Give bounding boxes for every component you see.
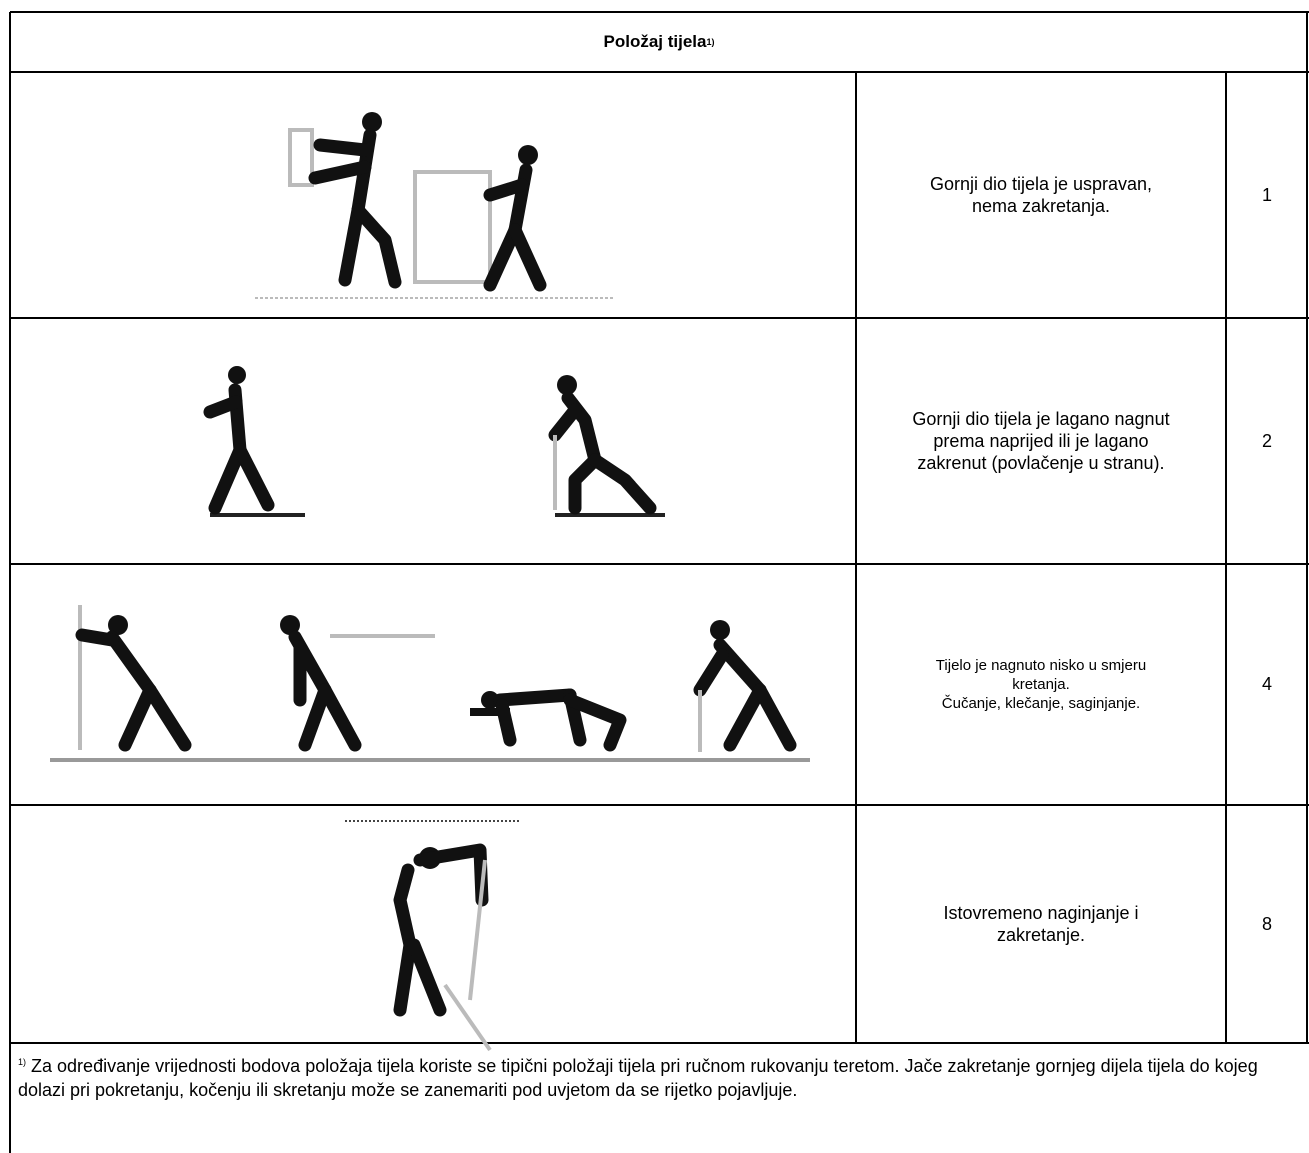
note-mark: 1) <box>706 37 715 47</box>
footnote: 1) Za određivanje vrijednosti bodova pol… <box>18 1050 1303 1102</box>
illustration-bend-twist <box>345 820 520 1052</box>
illustration-upright <box>255 112 615 299</box>
description-line: zakretanje. <box>996 925 1086 945</box>
description-line: Gornji dio tijela je uspravan, <box>929 174 1153 194</box>
row-description: Gornji dio tijela je lagano nagnut prema … <box>856 318 1226 564</box>
illustration-low-lean <box>50 605 810 762</box>
footnote-mark: 1) <box>18 1057 27 1067</box>
description-line: prema naprijed ili je lagano <box>933 431 1149 451</box>
row-description: Gornji dio tijela je uspravan, nema zakre… <box>856 72 1226 318</box>
table-borders <box>9 11 1309 1153</box>
row-score: 1 <box>1261 184 1272 205</box>
description-line: kretanja. <box>1012 676 1070 693</box>
row-description: Istovremeno naginjanje i zakretanje. <box>856 805 1226 1043</box>
description-line: Gornji dio tijela je lagano nagnut <box>912 409 1170 429</box>
description-line: zakrenut (povlačenje u stranu). <box>917 453 1165 473</box>
description-line: Tijelo je nagnuto nisko u smjeru <box>935 657 1147 674</box>
row-score: 2 <box>1261 430 1272 451</box>
row-score: 8 <box>1261 913 1272 934</box>
description-line: Čučanje, klečanje, saginjanje. <box>941 695 1141 712</box>
description-line: nema zakretanja. <box>971 196 1111 216</box>
row-description: Tijelo je nagnuto nisko u smjeru kretanja… <box>856 564 1226 805</box>
description-line: Istovremeno naginjanje i <box>943 903 1139 923</box>
header-title: Položaj tijela <box>603 32 707 51</box>
footnote-text: Za određivanje vrijednosti bodova položa… <box>18 1056 1258 1100</box>
table-header: Položaj tijela 1) <box>10 12 1308 72</box>
illustration-slight-lean <box>203 366 665 517</box>
row-score: 4 <box>1261 674 1272 694</box>
